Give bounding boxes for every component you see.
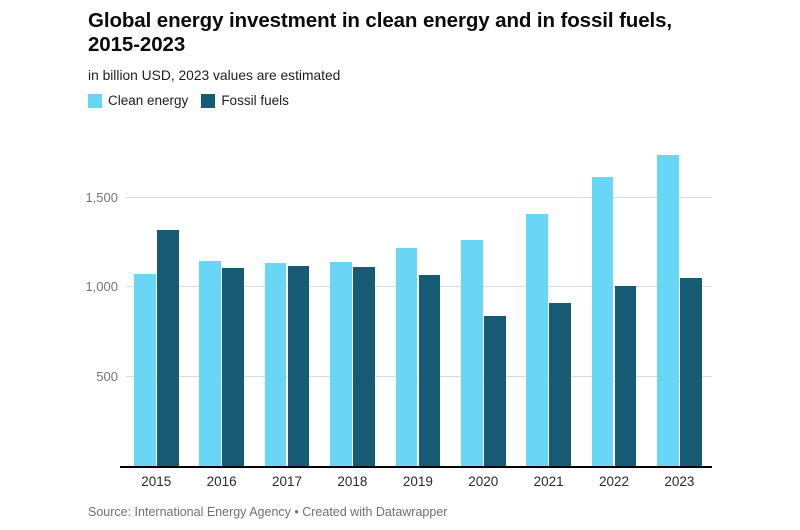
source-line: Source: International Energy Agency • Cr… xyxy=(88,505,448,519)
chart-title: Global energy investment in clean energy… xyxy=(88,9,672,57)
plot-area: 500 1,000 1,500 2015 2016 2017 2018 2019 2020 202… xyxy=(85,150,712,489)
x-axis-label-2023: 2023 xyxy=(664,474,695,489)
x-axis-label-2018: 2018 xyxy=(337,474,368,489)
legend-item-clean-energy: Clean energy xyxy=(88,93,188,108)
chart-title-line-2: 2015-2023 xyxy=(88,33,186,56)
legend-label-clean-energy: Clean energy xyxy=(108,93,189,108)
bar-fossil-fuels-2016 xyxy=(222,268,244,466)
bar-group-2021 xyxy=(526,214,571,466)
bar-fossil-fuels-2020 xyxy=(484,315,506,466)
y-axis-label-500: 500 xyxy=(96,368,118,384)
bar-group-2019 xyxy=(395,248,441,466)
bar-fossil-fuels-2019 xyxy=(418,274,441,466)
legend-swatch-clean-energy xyxy=(88,93,102,108)
bar-fossil-fuels-2021 xyxy=(549,302,571,466)
chart-subtitle: in billion USD, 2023 values are estimate… xyxy=(88,68,341,83)
chart-header: Global energy investment in clean energy… xyxy=(88,9,672,83)
bar-group-2022 xyxy=(591,177,637,466)
bar-group-2018 xyxy=(330,262,375,466)
bar-group-2015 xyxy=(134,229,179,466)
x-axis-label-2020: 2020 xyxy=(468,474,499,489)
bar-clean-energy-2020 xyxy=(461,240,483,466)
x-axis-label-2016: 2016 xyxy=(206,474,237,489)
gridline-1500 xyxy=(126,197,712,198)
legend-swatch-fossil-fuels xyxy=(201,93,216,108)
bar-clean-energy-2018 xyxy=(330,262,352,466)
bar-fossil-fuels-2018 xyxy=(353,267,375,466)
legend: Clean energy Fossil fuels xyxy=(88,93,289,108)
bar-group-2017 xyxy=(264,262,310,466)
bar-clean-energy-2019 xyxy=(395,248,418,466)
bar-clean-energy-2017 xyxy=(264,262,287,466)
bar-group-2016 xyxy=(199,261,244,466)
x-axis-label-2017: 2017 xyxy=(272,474,303,489)
y-axis-label-1000: 1,000 xyxy=(85,279,118,295)
y-axis-label-1500: 1,500 xyxy=(85,190,118,205)
legend-label-fossil-fuels: Fossil fuels xyxy=(221,93,289,108)
x-axis-label-2019: 2019 xyxy=(402,474,433,489)
x-axis-label-2022: 2022 xyxy=(599,474,630,489)
bar-clean-energy-2021 xyxy=(526,214,548,466)
bar-fossil-fuels-2017 xyxy=(287,265,310,466)
bar-clean-energy-2022 xyxy=(591,177,614,466)
bar-group-2020 xyxy=(461,240,506,466)
bar-fossil-fuels-2023 xyxy=(680,278,702,466)
legend-item-fossil-fuels: Fossil fuels xyxy=(201,93,289,108)
bar-clean-energy-2015 xyxy=(134,274,156,466)
chart-title-line-1: Global energy investment in clean energy… xyxy=(88,9,673,32)
x-axis-label-2015: 2015 xyxy=(141,474,172,489)
bar-clean-energy-2016 xyxy=(199,261,221,466)
bar-fossil-fuels-2022 xyxy=(614,286,637,466)
bar-clean-energy-2023 xyxy=(657,155,679,466)
x-axis-label-2021: 2021 xyxy=(533,474,564,489)
bar-fossil-fuels-2015 xyxy=(157,229,179,466)
bar-group-2023 xyxy=(657,155,702,466)
